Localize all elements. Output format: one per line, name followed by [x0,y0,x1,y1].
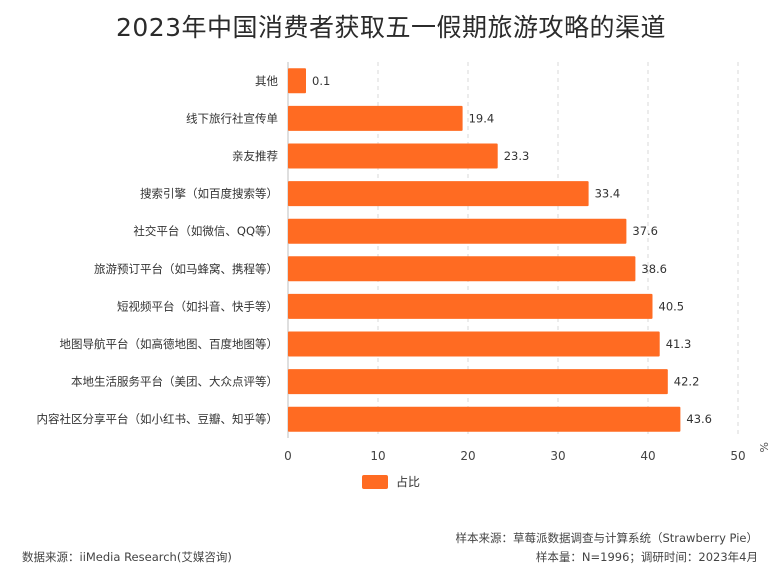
unit-label: % [757,442,770,452]
bar [288,406,681,432]
bar [288,143,498,169]
category-label: 社交平台（如微信、QQ等） [133,224,278,238]
category-label: 线下旅行社宣传单 [186,111,278,125]
category-label: 内容社区分享平台（如小红书、豆瓣、知乎等） [37,412,279,426]
data-label: 37.6 [632,224,658,238]
x-tick-label: 10 [370,449,385,463]
sample-source: 样本来源：草莓派数据调查与计算系统（Strawberry Pie） [455,531,758,545]
data-label: 42.2 [674,375,700,389]
legend-swatch [362,474,388,489]
legend-label: 占比 [396,475,421,489]
data-label: 38.6 [641,262,667,276]
category-label: 其他 [255,74,278,88]
data-label: 41.3 [666,337,692,351]
chart-title: 2023年中国消费者获取五一假期旅游攻略的渠道 [115,13,667,42]
x-tick-label: 40 [640,449,655,463]
bar [288,331,660,357]
bar [288,369,668,395]
x-tick-label: 50 [730,449,745,463]
category-label: 本地生活服务平台（美团、大众点评等） [71,375,278,389]
legend: 占比 [362,473,420,490]
bar [288,105,463,131]
data-label: 19.4 [469,111,495,125]
category-label: 搜索引擎（如百度搜索等） [140,187,278,201]
category-label: 短视频平台（如抖音、快手等） [117,299,278,313]
data-label: 33.4 [595,187,621,201]
bar [288,218,627,244]
sample-info: 样本量：N=1996；调研时间：2023年4月 [535,550,758,564]
x-tick-label: 20 [460,449,475,463]
category-label: 地图导航平台（如高德地图、百度地图等） [60,337,279,351]
bar [288,293,653,319]
category-label: 旅游预订平台（如马蜂窝、携程等） [94,262,278,276]
bar [288,181,589,207]
data-label: 0.1 [312,74,330,88]
bar [288,256,636,282]
x-tick-label: 30 [550,449,565,463]
category-label: 亲友推荐 [232,149,278,163]
bar [288,68,306,94]
data-source: 数据来源：iiMedia Research(艾媒咨询) [22,550,232,564]
data-label: 23.3 [504,149,530,163]
data-label: 43.6 [686,412,712,426]
x-tick-label: 0 [284,449,292,463]
data-label: 40.5 [659,299,685,313]
